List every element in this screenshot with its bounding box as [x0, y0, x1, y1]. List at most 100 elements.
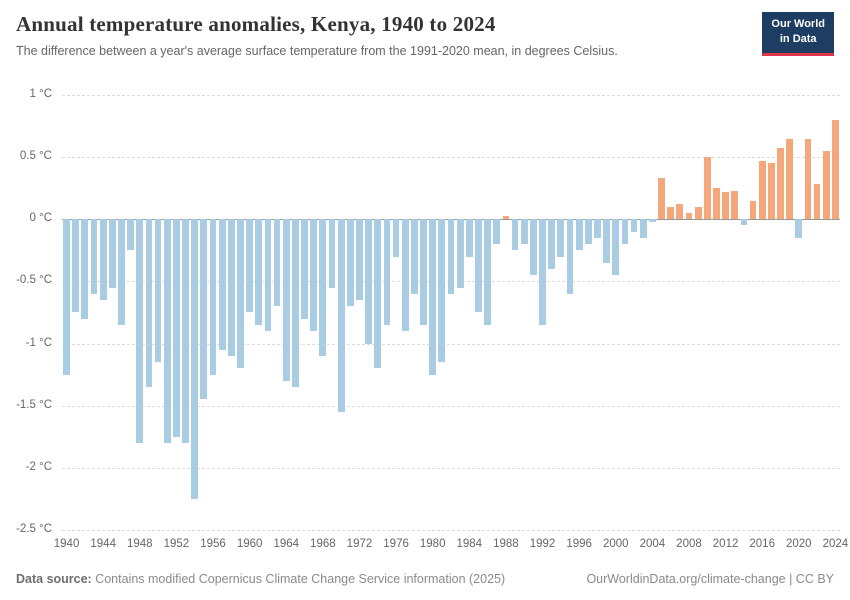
owid-credit-link[interactable]: OurWorldinData.org/climate-change | CC B…	[586, 572, 834, 586]
bar-2001[interactable]	[621, 219, 629, 245]
bar-1976[interactable]	[392, 219, 400, 257]
bar-2014[interactable]	[740, 219, 748, 226]
bar-1963[interactable]	[273, 219, 281, 307]
bar-1946[interactable]	[118, 219, 125, 325]
bar-1958[interactable]	[227, 219, 235, 356]
bar-1988[interactable]	[502, 215, 510, 220]
bar-1964[interactable]	[282, 219, 290, 381]
bar-1995[interactable]	[566, 219, 574, 294]
bar-1990[interactable]	[520, 219, 528, 245]
y-axis-tick-label: -1.5 °C	[16, 398, 52, 411]
bar-1950[interactable]	[154, 219, 162, 363]
bar-1983[interactable]	[456, 219, 464, 288]
bar-2015[interactable]	[749, 200, 757, 220]
bar-2012[interactable]	[722, 191, 729, 220]
bar-2003[interactable]	[639, 219, 647, 238]
bar-1957[interactable]	[218, 219, 226, 350]
bar-2002[interactable]	[630, 219, 638, 232]
bar-1948[interactable]	[136, 219, 144, 443]
bar-1965[interactable]	[292, 219, 299, 388]
bar-2022[interactable]	[813, 184, 821, 220]
bar-2005[interactable]	[658, 178, 665, 220]
bar-1970[interactable]	[337, 219, 345, 412]
bar-1949[interactable]	[145, 219, 153, 388]
bar-1972[interactable]	[356, 219, 363, 301]
bar-1960[interactable]	[246, 219, 253, 313]
bar-1994[interactable]	[557, 219, 565, 257]
bar-1942[interactable]	[81, 219, 89, 319]
bar-1952[interactable]	[173, 219, 180, 437]
owid-logo-line1: Our World	[771, 18, 825, 30]
bar-1947[interactable]	[127, 219, 135, 251]
bar-1954[interactable]	[191, 219, 199, 499]
bar-1944[interactable]	[99, 219, 107, 301]
bar-1993[interactable]	[548, 219, 556, 269]
bar-1998[interactable]	[594, 219, 601, 238]
bar-1991[interactable]	[529, 219, 537, 276]
bar-1985[interactable]	[475, 219, 482, 313]
bar-1996[interactable]	[575, 219, 583, 251]
bar-2020[interactable]	[795, 219, 803, 238]
bar-2024[interactable]	[832, 119, 839, 220]
bar-1959[interactable]	[237, 219, 244, 369]
bar-2009[interactable]	[694, 206, 702, 220]
y-axis-tick-label: -0.5 °C	[16, 274, 52, 287]
bar-2023[interactable]	[822, 150, 830, 220]
bar-1979[interactable]	[420, 219, 427, 325]
bar-1955[interactable]	[200, 219, 208, 400]
bar-1999[interactable]	[603, 219, 610, 263]
bar-1945[interactable]	[108, 219, 116, 288]
bar-1962[interactable]	[264, 219, 272, 332]
bar-1992[interactable]	[539, 219, 546, 325]
y-axis-tick-label: -1 °C	[25, 336, 52, 349]
bar-1987[interactable]	[493, 219, 501, 245]
bar-1953[interactable]	[182, 219, 189, 443]
bar-2019[interactable]	[786, 138, 794, 220]
bar-1997[interactable]	[584, 219, 592, 245]
data-source-note: Data source: Contains modified Copernicu…	[16, 572, 505, 586]
bar-2000[interactable]	[612, 219, 620, 276]
bar-1978[interactable]	[411, 219, 418, 294]
bar-2018[interactable]	[777, 148, 784, 220]
bar-1989[interactable]	[511, 219, 519, 251]
bar-2013[interactable]	[731, 190, 739, 220]
bar-1984[interactable]	[465, 219, 473, 257]
bar-2017[interactable]	[767, 163, 775, 220]
x-axis-tick-label: 1956	[200, 538, 226, 550]
bar-1967[interactable]	[310, 219, 318, 332]
bar-1940[interactable]	[63, 219, 70, 375]
bar-1986[interactable]	[484, 219, 491, 325]
bar-2010[interactable]	[703, 157, 711, 220]
x-axis-tick-label: 1968	[310, 538, 336, 550]
bar-2021[interactable]	[804, 138, 812, 220]
bar-1941[interactable]	[72, 219, 80, 313]
bar-2011[interactable]	[713, 188, 720, 220]
bar-1977[interactable]	[401, 219, 409, 332]
bar-1966[interactable]	[301, 219, 308, 319]
bar-2008[interactable]	[685, 213, 693, 220]
bar-1981[interactable]	[438, 219, 446, 363]
bar-1951[interactable]	[163, 219, 171, 443]
bar-1975[interactable]	[383, 219, 391, 325]
data-source-label: Data source:	[16, 572, 92, 586]
bar-1982[interactable]	[447, 219, 455, 294]
bar-1973[interactable]	[365, 219, 372, 344]
x-axis-tick-label: 1988	[493, 538, 519, 550]
bar-2007[interactable]	[676, 204, 684, 220]
gridline	[62, 95, 840, 96]
x-axis-tick-label: 1964	[273, 538, 300, 550]
bar-1980[interactable]	[429, 219, 437, 375]
bar-1961[interactable]	[255, 219, 263, 325]
bar-1956[interactable]	[209, 219, 217, 375]
bar-2004[interactable]	[648, 219, 656, 222]
bar-1968[interactable]	[319, 219, 327, 356]
bar-1969[interactable]	[328, 219, 336, 288]
x-axis-tick-label: 1948	[127, 538, 153, 550]
bar-1974[interactable]	[374, 219, 382, 369]
owid-logo[interactable]: Our World in Data	[762, 12, 834, 56]
bar-2016[interactable]	[758, 160, 766, 220]
bar-1943[interactable]	[90, 219, 98, 294]
bar-1971[interactable]	[346, 219, 354, 307]
bar-2006[interactable]	[667, 206, 675, 220]
